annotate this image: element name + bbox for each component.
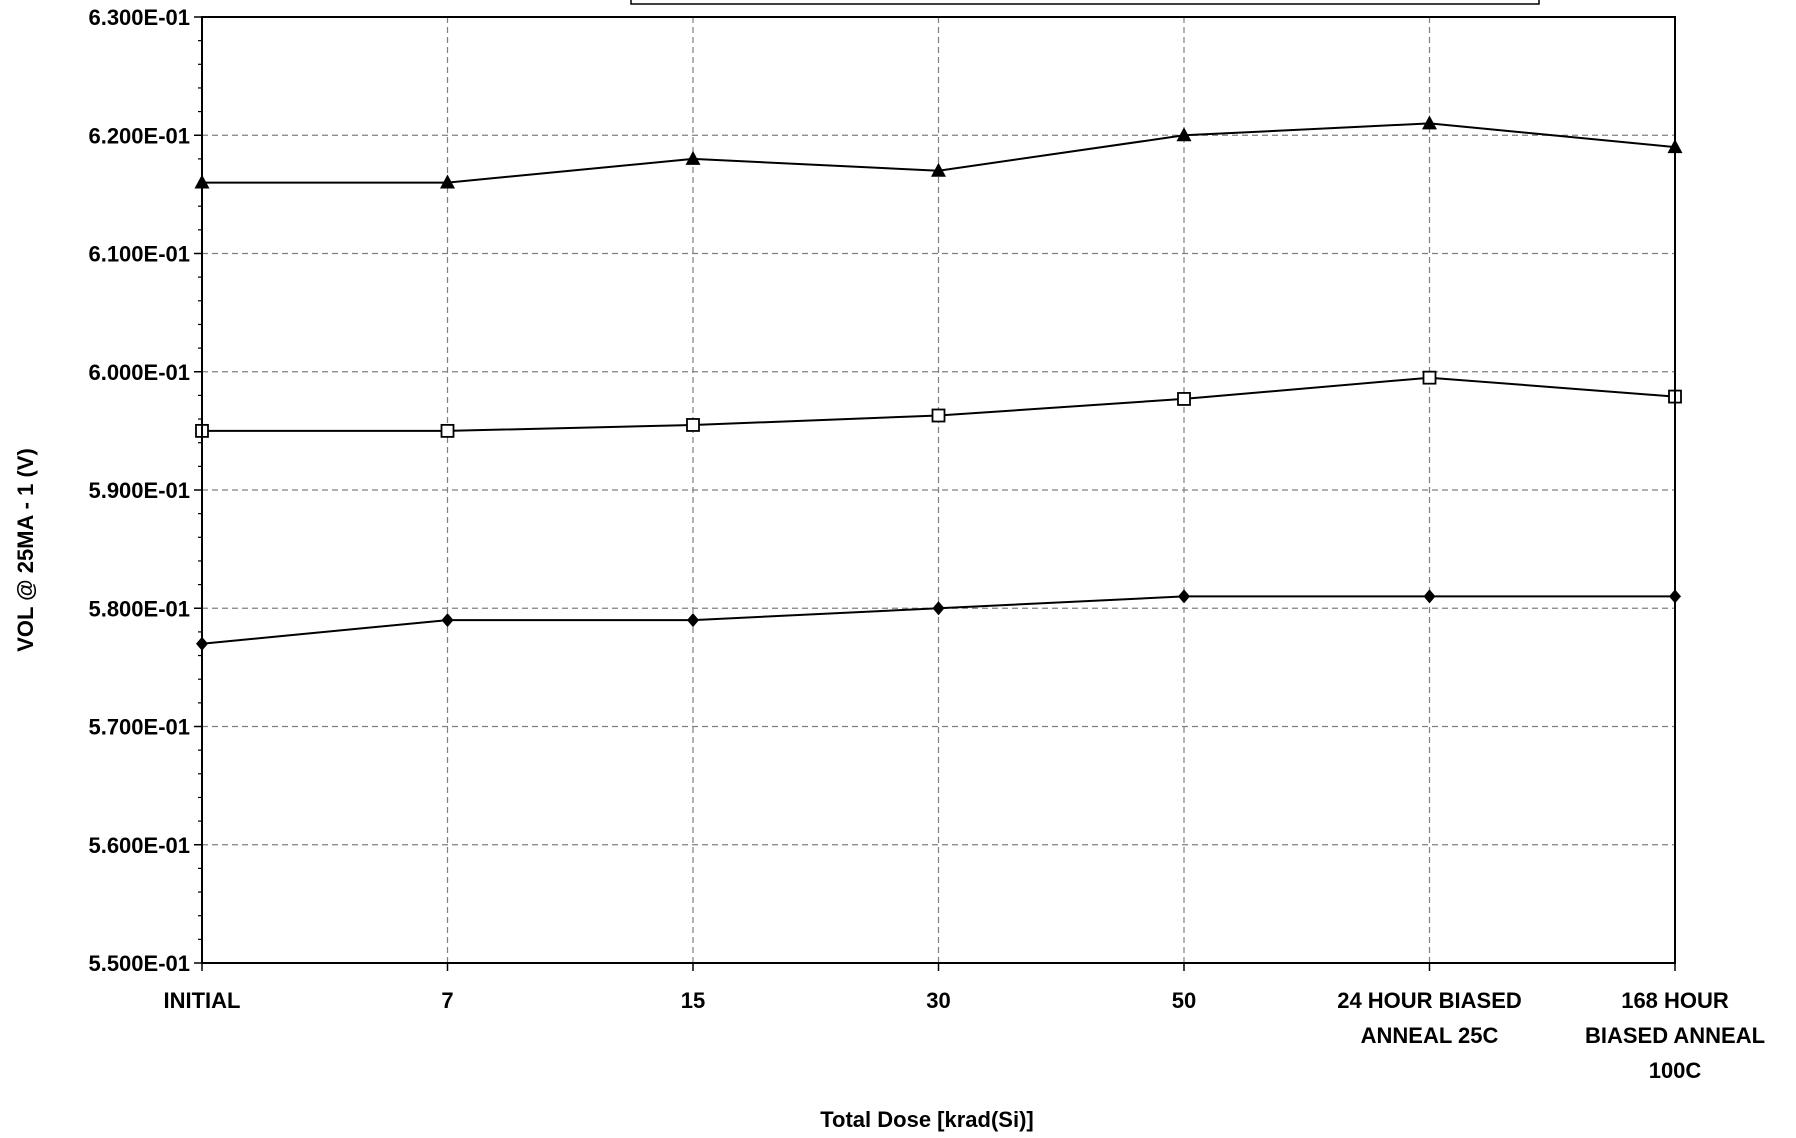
y-tick-label: 5.900E-01 <box>88 478 190 503</box>
x-tick-label-line: 100C <box>1649 1058 1702 1083</box>
square-marker <box>686 418 700 432</box>
x-tick-label-line: 7 <box>441 988 453 1013</box>
gridlines <box>202 17 1675 963</box>
x-tick-label-line: INITIAL <box>164 988 241 1013</box>
triangle-marker <box>685 150 701 165</box>
triangle-marker <box>931 162 946 177</box>
diamond-marker <box>1423 589 1436 604</box>
legend-box <box>630 0 1540 5</box>
x-tick-label: 15 <box>681 988 705 1013</box>
x-tick-label: 168 HOUR BIASED ANNEAL 100C <box>1585 988 1765 1083</box>
axes <box>194 16 1676 971</box>
x-tick-label-line: 30 <box>926 988 950 1013</box>
x-tick-label-line: 15 <box>681 988 705 1013</box>
x-tick-label: 50 <box>1172 988 1196 1013</box>
y-tick-label: 5.600E-01 <box>88 833 190 858</box>
y-tick-label: 5.500E-01 <box>88 951 190 976</box>
diamond-marker <box>932 601 945 616</box>
diamond-marker <box>687 613 699 628</box>
x-tick-label: 7 <box>441 988 453 1013</box>
diamond-marker <box>1178 589 1190 604</box>
y-tick-label: 5.800E-01 <box>88 596 190 621</box>
y-tick-label: 5.700E-01 <box>88 715 190 740</box>
x-tick-label-line: 50 <box>1172 988 1196 1013</box>
diamond-marker <box>441 613 454 628</box>
y-tick-label: 6.000E-01 <box>88 360 190 385</box>
x-tick-label-line: 24 HOUR BIASED <box>1337 988 1522 1013</box>
y-axis-title: VOL @ 25MA - 1 (V) <box>13 448 38 652</box>
square-marker <box>931 408 946 423</box>
x-tick-label-line: BIASED ANNEAL <box>1585 1023 1765 1048</box>
y-tick-label: 6.200E-01 <box>88 123 190 148</box>
square-marker <box>1422 370 1437 385</box>
x-tick-labels: INITIAL 7 15 30 50 24 HOUR BIASED ANNEAL 25C 16… <box>164 988 1766 1083</box>
x-tick-label: 30 <box>926 988 950 1013</box>
x-tick-label-line: 168 HOUR <box>1621 988 1729 1013</box>
triangle-marker <box>440 174 455 189</box>
x-tick-label: 24 HOUR BIASED ANNEAL 25C <box>1337 988 1522 1048</box>
y-tick-labels: 5.500E-01 5.600E-01 5.700E-01 5.800E-01 5.90… <box>88 5 190 976</box>
square-marker <box>1177 392 1191 406</box>
plot-frame <box>201 16 1676 964</box>
x-axis-title: Total Dose [krad(Si)] <box>820 1107 1034 1132</box>
square-marker <box>440 423 455 438</box>
y-tick-label: 6.300E-01 <box>88 5 190 30</box>
x-tick-label: INITIAL <box>164 988 241 1013</box>
y-tick-label: 6.100E-01 <box>88 242 190 267</box>
triangle-marker <box>1176 127 1192 142</box>
x-tick-label-line: ANNEAL 25C <box>1361 1023 1499 1048</box>
triangle-marker <box>1422 115 1437 130</box>
